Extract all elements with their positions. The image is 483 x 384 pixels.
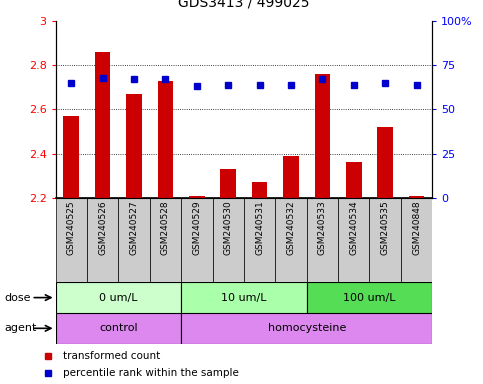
Text: GSM240525: GSM240525 xyxy=(67,200,76,255)
Bar xyxy=(346,162,362,198)
Text: 0 um/L: 0 um/L xyxy=(99,293,138,303)
Text: GSM240530: GSM240530 xyxy=(224,200,233,255)
Bar xyxy=(181,198,213,282)
Text: agent: agent xyxy=(5,323,37,333)
Bar xyxy=(181,313,432,344)
Bar xyxy=(252,182,268,198)
Bar xyxy=(56,313,181,344)
Text: GSM240528: GSM240528 xyxy=(161,200,170,255)
Bar xyxy=(220,169,236,198)
Text: GSM240535: GSM240535 xyxy=(381,200,390,255)
Text: control: control xyxy=(99,323,138,333)
Bar xyxy=(377,127,393,198)
Bar xyxy=(157,81,173,198)
Text: dose: dose xyxy=(5,293,31,303)
Bar xyxy=(56,282,181,313)
Text: GSM240848: GSM240848 xyxy=(412,200,421,255)
Bar xyxy=(307,282,432,313)
Text: GSM240534: GSM240534 xyxy=(349,200,358,255)
Bar xyxy=(275,198,307,282)
Bar xyxy=(401,198,432,282)
Text: GSM240531: GSM240531 xyxy=(255,200,264,255)
Bar xyxy=(213,198,244,282)
Bar xyxy=(409,195,425,198)
Text: homocysteine: homocysteine xyxy=(268,323,346,333)
Bar xyxy=(283,156,299,198)
Bar xyxy=(338,198,369,282)
Bar xyxy=(244,198,275,282)
Text: GSM240527: GSM240527 xyxy=(129,200,139,255)
Bar xyxy=(189,195,205,198)
Text: GSM240526: GSM240526 xyxy=(98,200,107,255)
Text: GSM240533: GSM240533 xyxy=(318,200,327,255)
Bar xyxy=(56,198,87,282)
Bar xyxy=(63,116,79,198)
Bar xyxy=(314,74,330,198)
Text: transformed count: transformed count xyxy=(63,351,160,361)
Bar xyxy=(181,282,307,313)
Bar xyxy=(95,52,111,198)
Text: percentile rank within the sample: percentile rank within the sample xyxy=(63,368,239,378)
Bar xyxy=(118,198,150,282)
Text: GDS3413 / 499025: GDS3413 / 499025 xyxy=(178,0,310,10)
Bar xyxy=(126,94,142,198)
Text: 100 um/L: 100 um/L xyxy=(343,293,396,303)
Text: GSM240529: GSM240529 xyxy=(192,200,201,255)
Text: GSM240532: GSM240532 xyxy=(286,200,296,255)
Bar xyxy=(369,198,401,282)
Bar xyxy=(307,198,338,282)
Bar xyxy=(150,198,181,282)
Text: 10 um/L: 10 um/L xyxy=(221,293,267,303)
Bar xyxy=(87,198,118,282)
